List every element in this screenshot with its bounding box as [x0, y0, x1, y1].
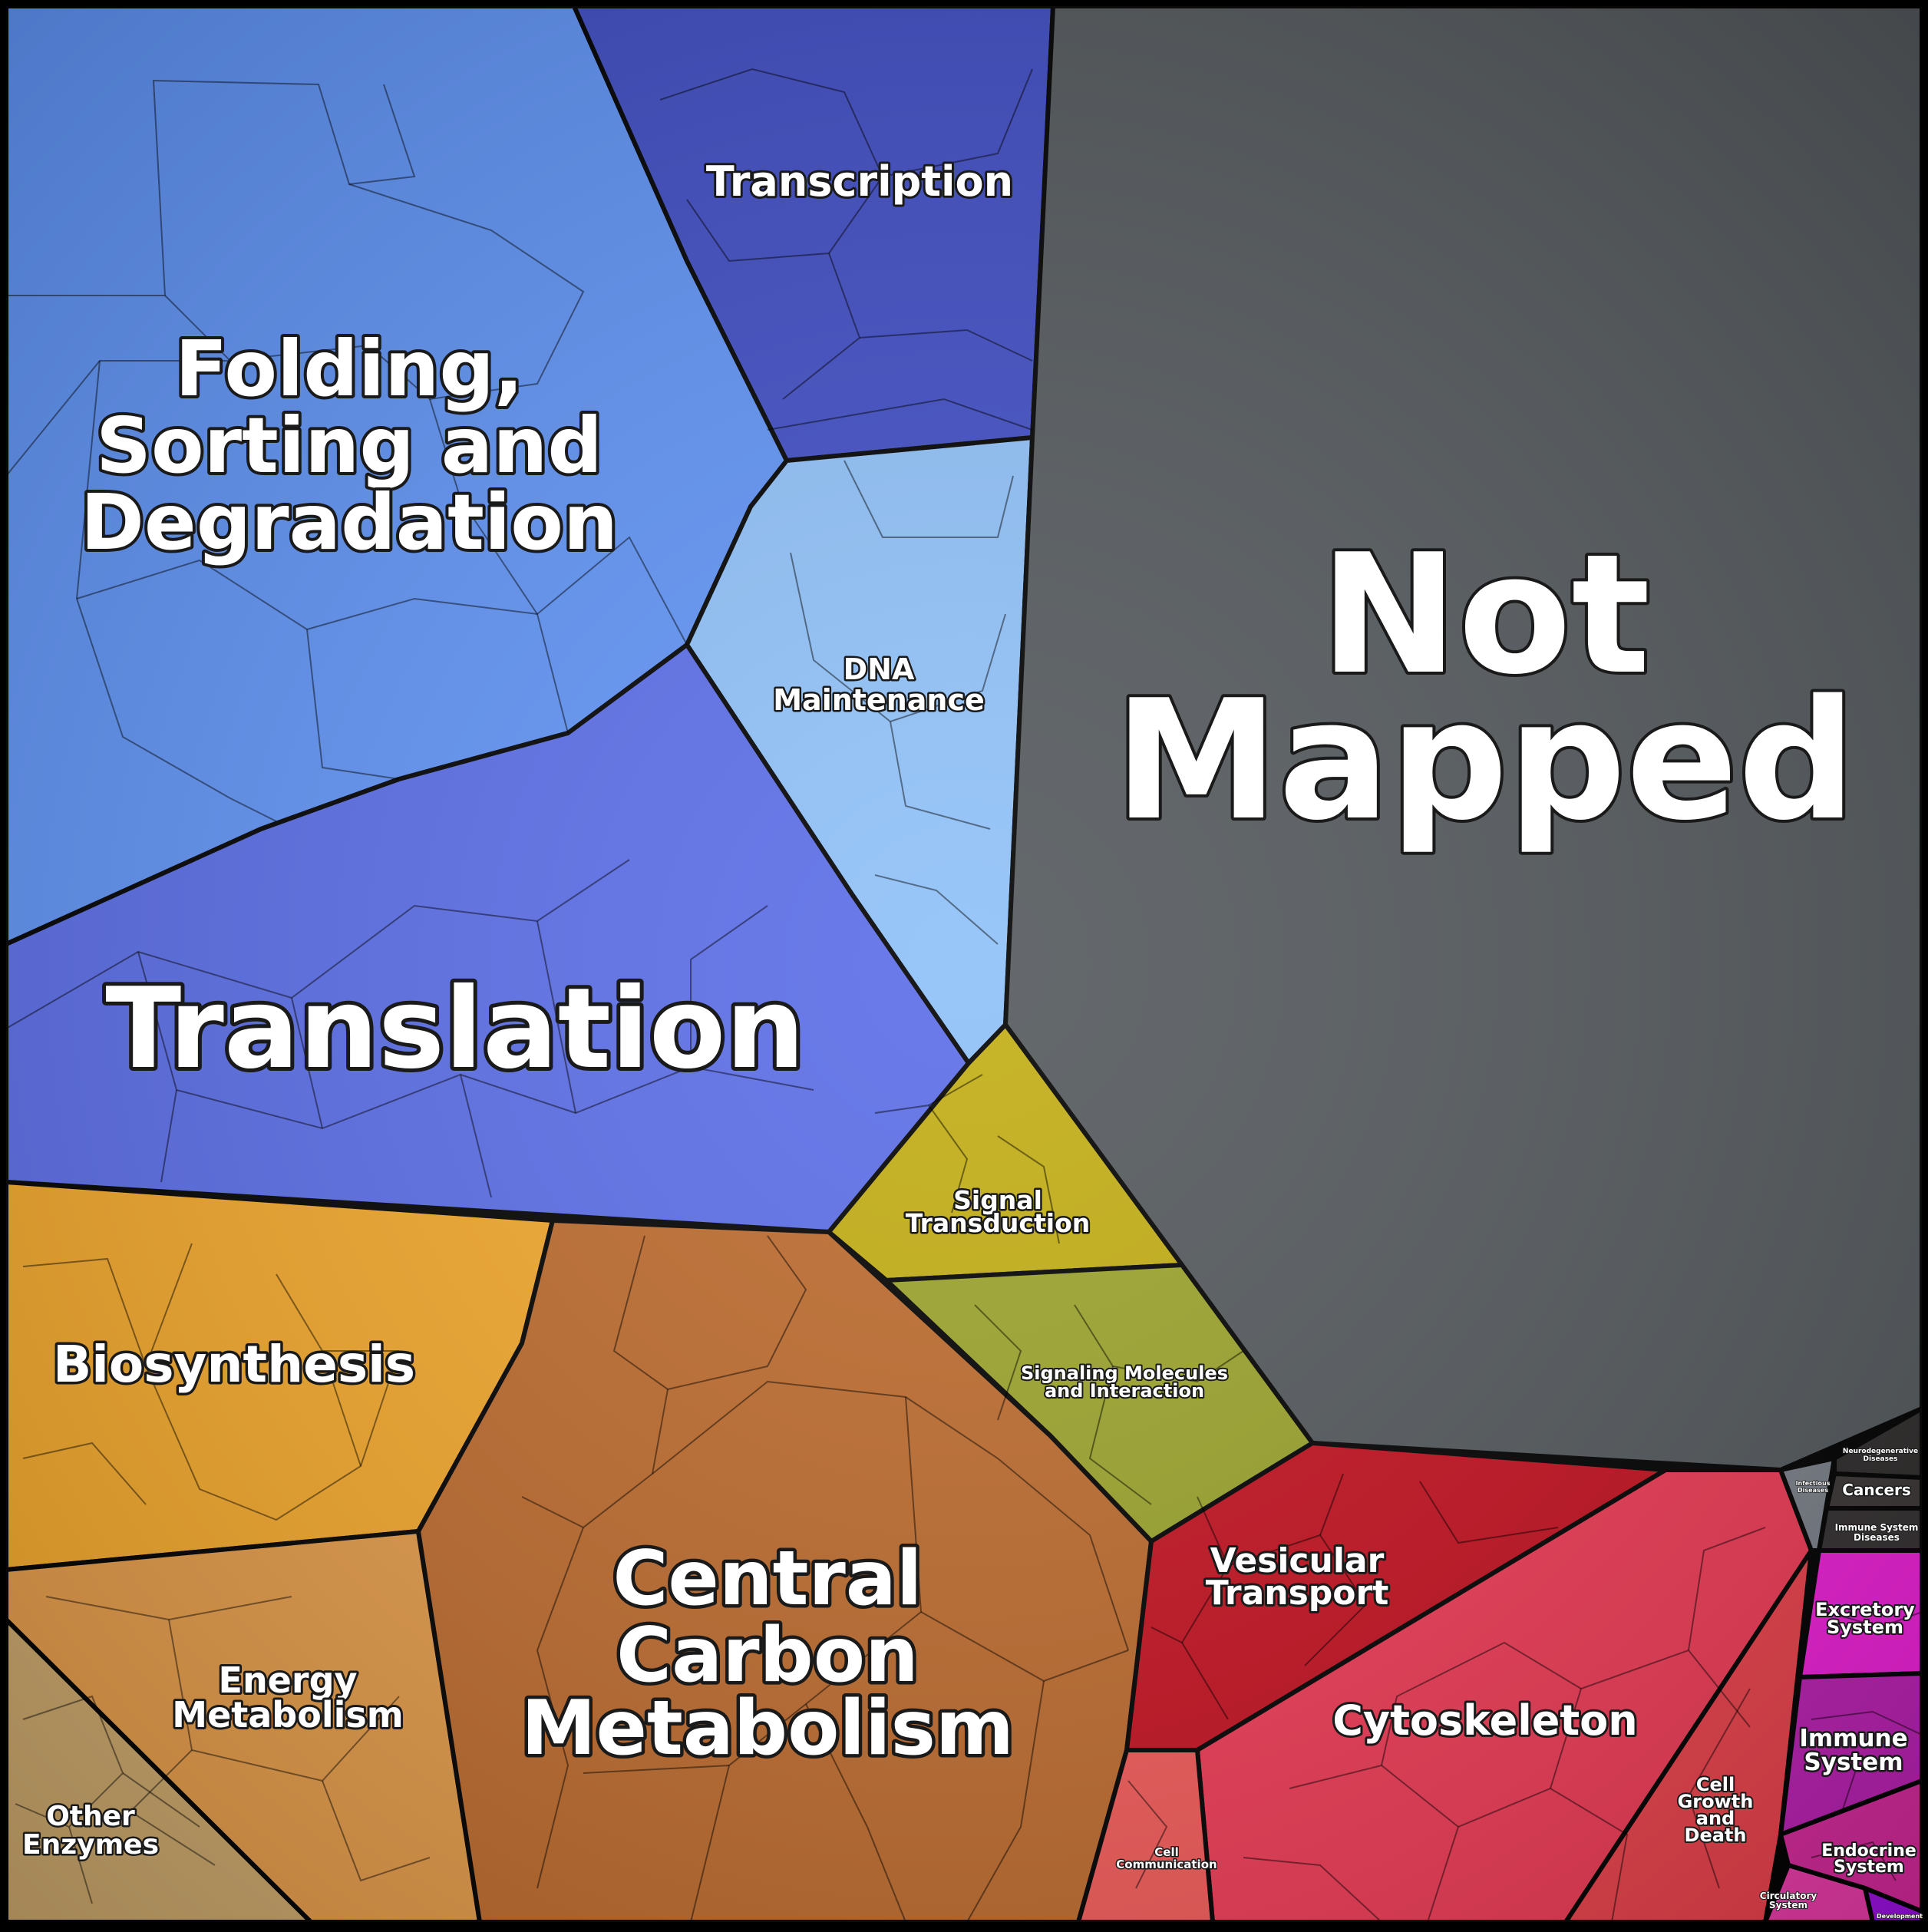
svg-text:Infectious: Infectious — [1796, 1480, 1831, 1487]
label-endocrine-system: Endocrine System — [1820, 1840, 1918, 1878]
svg-text:Growth: Growth — [1678, 1791, 1754, 1812]
svg-text:System: System — [1804, 1749, 1903, 1776]
label-infectious-diseases: Infectious Diseases — [1795, 1479, 1831, 1494]
svg-text:System: System — [1827, 1617, 1903, 1638]
label-energy-metabolism: Energy Metabolism — [170, 1657, 405, 1738]
svg-text:Transport: Transport — [1206, 1574, 1389, 1613]
svg-text:Diseases: Diseases — [1864, 1455, 1898, 1463]
label-vesicular-transport: Vesicular Transport — [1203, 1539, 1392, 1615]
svg-text:DNA: DNA — [844, 652, 915, 686]
label-dna-maintenance: DNA Maintenance — [771, 651, 987, 719]
svg-text:and Interaction: and Interaction — [1045, 1380, 1204, 1402]
svg-text:Not: Not — [1320, 518, 1650, 711]
label-immune-diseases: Immune System Diseases — [1834, 1521, 1920, 1544]
label-cancers: Cancers — [1842, 1481, 1911, 1499]
svg-text:Excretory: Excretory — [1815, 1599, 1915, 1620]
label-signal-transduction: Signal Transduction — [903, 1184, 1092, 1240]
label-not-mapped: Not Mapped — [1111, 515, 1860, 860]
svg-text:Other: Other — [46, 1801, 135, 1832]
svg-text:Signal: Signal — [953, 1185, 1042, 1215]
svg-text:Folding,: Folding, — [175, 324, 523, 414]
svg-text:Communication: Communication — [1116, 1858, 1217, 1871]
svg-text:Cell: Cell — [1696, 1774, 1735, 1795]
label-cell-communication: Cell Communication — [1115, 1844, 1218, 1873]
label-development: Development — [1877, 1913, 1923, 1920]
svg-text:Diseases: Diseases — [1854, 1532, 1900, 1543]
svg-text:Metabolism: Metabolism — [172, 1694, 403, 1735]
svg-text:Degradation: Degradation — [81, 477, 618, 567]
svg-text:Transduction: Transduction — [906, 1208, 1091, 1238]
svg-text:Enzymes: Enzymes — [22, 1829, 159, 1861]
svg-text:System: System — [1769, 1900, 1808, 1911]
label-signaling-molecules: Signaling Molecules and Interaction — [1019, 1361, 1230, 1403]
label-circulatory-system: Circulatory System — [1759, 1890, 1818, 1911]
svg-text:Death: Death — [1685, 1825, 1747, 1846]
svg-text:Signaling Molecules: Signaling Molecules — [1021, 1362, 1228, 1384]
svg-text:Energy: Energy — [219, 1660, 358, 1701]
svg-text:Sorting and: Sorting and — [96, 401, 602, 490]
svg-text:Neurodegenerative: Neurodegenerative — [1843, 1448, 1918, 1455]
label-immune-system: Immune System — [1798, 1723, 1910, 1778]
label-folding: Folding, Sorting and Degradation — [78, 321, 621, 570]
cell-texture — [5, 68, 1923, 1923]
label-biosynthesis: Biosynthesis — [53, 1335, 415, 1394]
svg-text:Diseases: Diseases — [1798, 1487, 1828, 1494]
label-central-carbon: Central Carbon Metabolism — [517, 1532, 1017, 1776]
label-other-enzymes: Other Enzymes — [21, 1799, 161, 1863]
svg-text:Metabolism: Metabolism — [521, 1685, 1014, 1772]
svg-text:System: System — [1834, 1858, 1904, 1877]
label-transcription: Transcription — [706, 157, 1013, 206]
label-neurodegenerative: Neurodegenerative Diseases — [1842, 1447, 1919, 1464]
svg-text:Maintenance: Maintenance — [773, 683, 985, 717]
svg-text:Carbon: Carbon — [616, 1612, 919, 1699]
shade-overlay — [6, 6, 1922, 1922]
svg-text:Vesicular: Vesicular — [1210, 1541, 1385, 1580]
svg-text:Immune: Immune — [1799, 1725, 1907, 1752]
svg-text:Mapped: Mapped — [1114, 664, 1857, 857]
svg-text:Cell: Cell — [1154, 1845, 1178, 1859]
label-translation: Translation — [105, 964, 804, 1094]
label-cytoskeleton: Cytoskeleton — [1332, 1696, 1637, 1745]
svg-text:Immune System: Immune System — [1835, 1522, 1919, 1533]
svg-text:Circulatory: Circulatory — [1760, 1891, 1817, 1901]
label-cell-growth: Cell Growth and Death — [1676, 1772, 1755, 1848]
svg-text:Endocrine: Endocrine — [1821, 1841, 1916, 1861]
svg-text:Central: Central — [612, 1535, 922, 1623]
label-excretory-system: Excretory System — [1814, 1597, 1916, 1640]
svg-text:and: and — [1696, 1808, 1735, 1829]
